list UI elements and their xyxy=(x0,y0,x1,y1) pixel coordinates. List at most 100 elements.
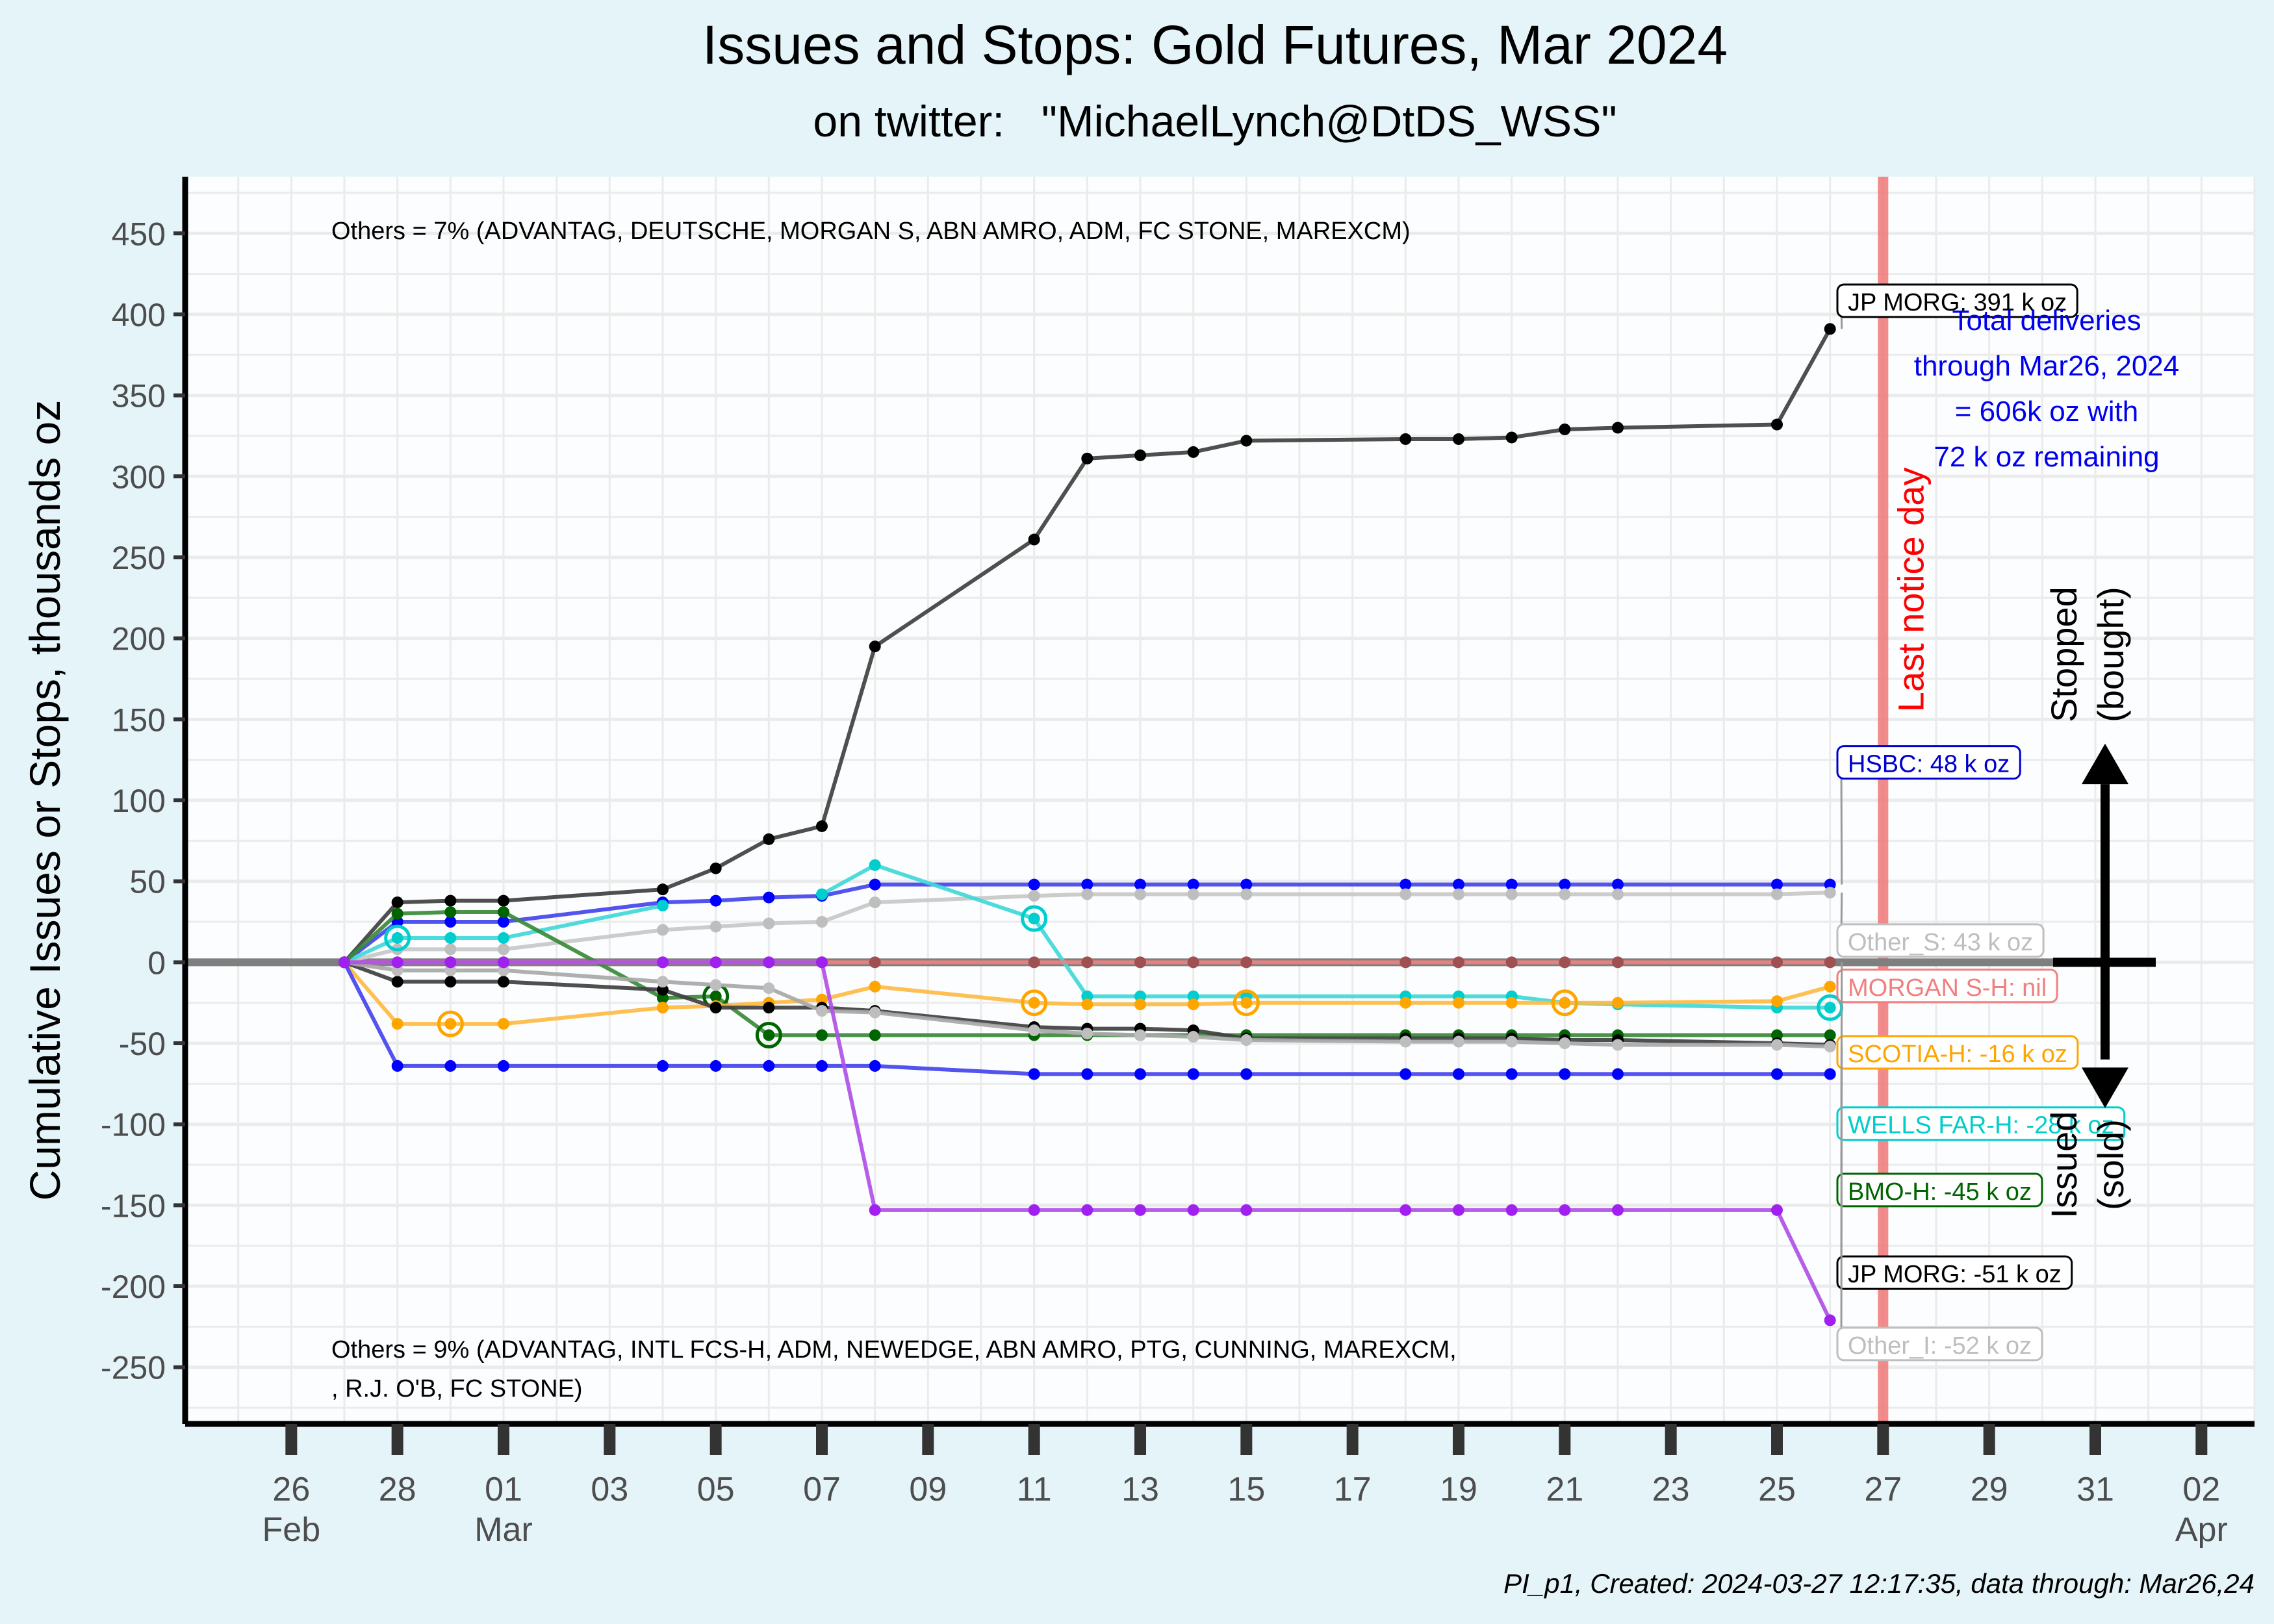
data-point xyxy=(763,956,775,969)
highlight-ring xyxy=(1233,989,1260,1017)
data-point xyxy=(1453,433,1464,445)
highlight-ring xyxy=(1551,989,1578,1017)
series-label-0: JP MORG: 391 k oz xyxy=(1836,283,2078,329)
data-point xyxy=(1399,956,1412,969)
data-point xyxy=(1824,980,1836,993)
data-point xyxy=(1187,1068,1199,1080)
data-point xyxy=(1612,422,1624,434)
x-tick-label: 21 xyxy=(1546,1471,1583,1508)
label-box xyxy=(1836,1255,2073,1290)
data-point xyxy=(498,1018,509,1030)
data-point xyxy=(1399,888,1412,900)
series-10 xyxy=(339,956,1836,1326)
highlight-ring xyxy=(437,1010,464,1037)
data-point xyxy=(1559,1037,1571,1050)
x-tick xyxy=(922,1424,934,1455)
data-point xyxy=(498,956,509,969)
data-point xyxy=(1612,888,1624,900)
data-point xyxy=(1028,1024,1040,1037)
last-notice-label: Last notice day xyxy=(1890,468,1931,713)
data-point xyxy=(1028,890,1040,902)
y-tick-label: -150 xyxy=(101,1187,166,1224)
data-point xyxy=(763,891,775,904)
data-point xyxy=(1028,1204,1040,1216)
y-tick-label: 300 xyxy=(112,459,166,495)
label-box xyxy=(1836,1106,2126,1141)
data-point xyxy=(763,833,775,845)
data-point xyxy=(1824,1002,1836,1014)
data-point xyxy=(869,1204,881,1216)
data-point xyxy=(1028,1068,1040,1080)
data-point xyxy=(1505,878,1518,891)
stopped-label: Stopped xyxy=(2043,587,2084,722)
issued-label: Issued xyxy=(2043,1111,2084,1219)
y-axis-label: Cumulative Issues or Stops, thousands oz xyxy=(21,400,69,1201)
data-point xyxy=(816,916,828,928)
data-point xyxy=(1771,1039,1783,1051)
data-point xyxy=(1453,888,1464,900)
arrow-head-down xyxy=(2082,1067,2128,1108)
data-point xyxy=(1081,990,1093,1002)
others-bottom-note-1: Others = 9% (ADVANTAG, INTL FCS-H, ADM, … xyxy=(331,1336,1457,1364)
data-point xyxy=(1081,452,1093,464)
data-point xyxy=(1612,1068,1624,1080)
data-point xyxy=(1081,878,1093,891)
data-point xyxy=(1824,878,1836,891)
data-point xyxy=(709,920,722,933)
y-tick-label: -100 xyxy=(101,1107,166,1143)
data-point xyxy=(1453,996,1464,1009)
data-point xyxy=(816,820,828,832)
data-point xyxy=(709,979,722,991)
y-tick-label: 200 xyxy=(112,621,166,657)
x-tick-sub-label: Feb xyxy=(262,1511,321,1549)
label-text: JP MORG: 391 k oz xyxy=(1848,289,2067,316)
x-tick-label: 27 xyxy=(1864,1471,1902,1508)
x-tick xyxy=(285,1424,298,1455)
x-tick-label: 17 xyxy=(1334,1471,1372,1508)
data-point xyxy=(869,980,881,993)
data-point xyxy=(869,1029,881,1041)
data-point xyxy=(1240,956,1253,969)
total-deliveries-line: through Mar26, 2024 xyxy=(1914,350,2180,382)
series-label-3: MORGAN S-H: nil xyxy=(1836,969,2058,1008)
data-point xyxy=(1505,1035,1518,1048)
data-point xyxy=(1559,1204,1571,1216)
label-leader xyxy=(1840,1047,1843,1345)
data-point xyxy=(391,896,403,909)
y-tick-label: 100 xyxy=(112,783,166,819)
data-point xyxy=(1028,996,1040,1009)
x-tick-label: 25 xyxy=(1758,1471,1796,1508)
others-bottom-note-2: , R.J. O'B, FC STONE) xyxy=(331,1375,583,1402)
data-point xyxy=(1771,995,1783,1008)
x-tick-label: 26 xyxy=(272,1471,310,1508)
data-point xyxy=(709,956,722,969)
data-point xyxy=(657,956,669,969)
series-label-8: Other_I: -52 k oz xyxy=(1836,1047,2043,1362)
x-tick xyxy=(1028,1424,1040,1455)
others-top-note: Others = 7% (ADVANTAG, DEUTSCHE, MORGAN … xyxy=(331,218,1411,245)
data-point xyxy=(1081,1204,1093,1216)
data-point xyxy=(657,883,669,896)
data-point xyxy=(1612,1039,1624,1051)
y-tick-label: 150 xyxy=(112,702,166,738)
data-point xyxy=(391,907,403,920)
label-box xyxy=(1836,745,2021,780)
data-point xyxy=(391,932,403,944)
data-point xyxy=(869,956,881,969)
highlight-ring xyxy=(755,1022,782,1049)
y-tick-label: -200 xyxy=(101,1269,166,1305)
data-point xyxy=(1187,888,1199,900)
data-point xyxy=(1134,956,1146,969)
label-text: Other_S: 43 k oz xyxy=(1848,929,2033,956)
data-point xyxy=(1612,996,1624,1009)
axes: 450 400 350 300 250 200 150 100 50 0 -50 -100 -150 -2… xyxy=(101,177,2255,1549)
data-point xyxy=(1824,1041,1836,1053)
series-label-1: HSBC: 48 k oz xyxy=(1836,745,2021,885)
label-text: MORGAN S-H: nil xyxy=(1848,974,2047,1002)
x-tick xyxy=(2089,1424,2101,1455)
x-tick-label: 13 xyxy=(1121,1471,1159,1508)
data-point xyxy=(1187,446,1199,458)
data-point xyxy=(1559,956,1571,969)
label-box xyxy=(1836,1035,2079,1070)
